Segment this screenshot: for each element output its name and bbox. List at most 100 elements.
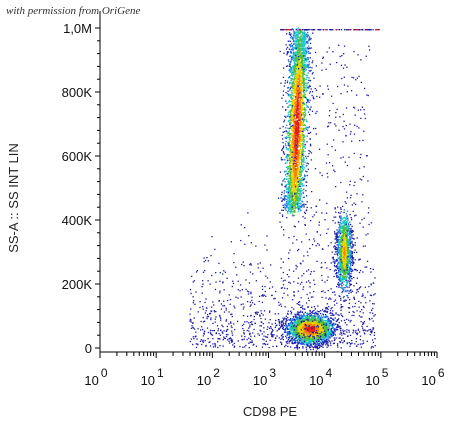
event-dot	[288, 135, 290, 137]
event-dot	[306, 206, 308, 209]
event-dot	[316, 343, 318, 345]
event-dot	[289, 207, 291, 209]
event-dot	[298, 45, 300, 48]
event-dot	[319, 325, 322, 328]
event-dot	[296, 110, 298, 112]
event-dot	[292, 331, 295, 333]
event-dot	[305, 40, 308, 43]
event-dot	[299, 322, 301, 324]
event-dot	[324, 320, 327, 322]
event-dot	[297, 39, 299, 42]
event-dot	[309, 315, 311, 317]
event-dot	[319, 334, 321, 336]
event-dot	[307, 129, 309, 132]
event-dot	[296, 319, 298, 321]
event-dot	[298, 198, 300, 200]
event-dot	[301, 33, 304, 35]
event-dot	[289, 55, 292, 57]
event-dot	[296, 193, 299, 195]
event-dot	[295, 177, 297, 179]
event-dot	[298, 57, 300, 59]
event-dot	[303, 174, 306, 176]
event-dot	[304, 64, 306, 66]
event-dot	[290, 122, 292, 124]
event-dot	[291, 44, 294, 47]
event-dot	[281, 191, 283, 193]
event-dot	[293, 66, 295, 69]
event-dot	[288, 175, 290, 177]
event-dot	[329, 329, 331, 331]
event-dot	[327, 330, 330, 332]
event-dot	[290, 191, 292, 194]
event-dot	[293, 149, 295, 151]
event-dot	[295, 148, 297, 150]
event-dot	[297, 137, 300, 139]
event-dot	[293, 99, 295, 101]
event-dot	[301, 58, 303, 60]
event-dot	[319, 329, 321, 332]
event-dot	[300, 124, 303, 127]
event-dot	[303, 338, 305, 341]
event-dot	[302, 71, 305, 74]
event-dot	[304, 318, 307, 320]
event-dot	[318, 328, 321, 330]
event-dot	[289, 61, 292, 63]
event-dot	[301, 128, 304, 130]
event-dot	[277, 197, 280, 199]
event-dot	[299, 194, 301, 196]
event-dot	[301, 61, 304, 63]
event-dot	[287, 317, 289, 319]
event-dot	[305, 350, 308, 352]
event-dot	[292, 194, 294, 196]
event-dot	[287, 190, 290, 193]
event-dot	[299, 145, 301, 147]
event-dot	[301, 328, 304, 331]
event-dot	[299, 316, 301, 319]
event-dot	[326, 323, 329, 325]
event-dot	[301, 331, 303, 333]
event-dot	[307, 86, 309, 88]
event-dot	[283, 179, 285, 181]
event-dot	[289, 71, 291, 73]
event-dot	[293, 81, 295, 84]
event-dot	[297, 330, 299, 332]
event-dot	[323, 319, 325, 322]
event-dot	[302, 325, 305, 327]
event-dot	[298, 36, 301, 38]
event-dot	[326, 337, 328, 339]
event-dot	[311, 324, 313, 326]
event-dot	[282, 206, 285, 209]
event-dot	[313, 321, 315, 323]
event-dot	[301, 77, 303, 79]
event-dot	[286, 178, 288, 180]
event-dot	[302, 343, 305, 345]
event-dot	[298, 65, 301, 67]
event-dot	[331, 332, 334, 334]
event-dot	[294, 146, 296, 148]
event-dot	[292, 168, 294, 171]
event-dot	[289, 40, 291, 42]
event-dot	[292, 38, 294, 40]
event-dot	[282, 336, 284, 338]
event-dot	[307, 72, 309, 74]
event-dot	[295, 163, 297, 166]
event-dot	[296, 325, 298, 328]
event-dot	[292, 328, 294, 330]
event-dot	[297, 99, 299, 101]
event-dot	[321, 336, 324, 339]
event-dot	[314, 308, 317, 310]
event-dot	[310, 320, 312, 322]
event-dot	[304, 321, 306, 323]
event-dot	[311, 326, 313, 328]
event-dot	[294, 38, 297, 40]
event-dot	[299, 47, 301, 49]
event-dot	[293, 165, 295, 167]
event-dot	[308, 84, 311, 87]
event-dot	[301, 342, 303, 344]
event-dot	[301, 82, 303, 84]
event-dot	[295, 44, 297, 46]
event-dot	[300, 120, 302, 122]
event-dot	[289, 193, 291, 195]
event-dot	[300, 154, 302, 156]
event-dot	[302, 319, 305, 321]
